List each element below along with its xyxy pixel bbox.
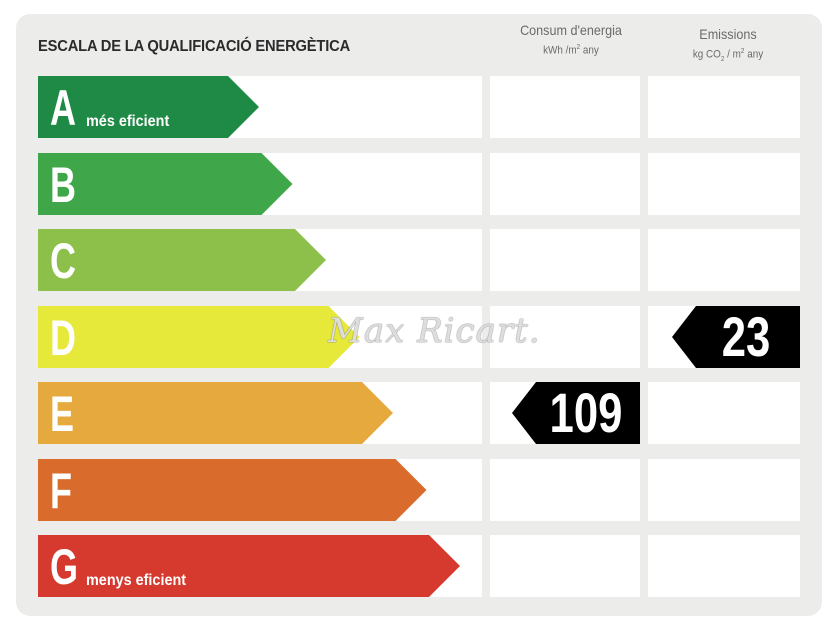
consumption-unit: kWh /m2 any bbox=[543, 44, 599, 57]
emissions-cell bbox=[648, 229, 800, 291]
rating-letter: E bbox=[50, 386, 75, 442]
rating-caption: més eficient bbox=[86, 113, 170, 130]
emissions-cell bbox=[648, 76, 800, 138]
rating-caption: menys eficient bbox=[86, 572, 187, 589]
rating-letter: F bbox=[50, 462, 72, 519]
rating-bar-c: C bbox=[38, 229, 326, 291]
consumption-label: Consum d'energia bbox=[520, 22, 622, 38]
emissions-unit: kg CO2 / m2 any bbox=[692, 48, 764, 63]
rating-letter: C bbox=[50, 233, 76, 289]
emissions-cell bbox=[648, 382, 800, 444]
rating-letter: G bbox=[50, 539, 79, 595]
label-title: ESCALA DE LA QUALIFICACIÓ ENERGÈTICA bbox=[38, 38, 351, 55]
consumption-cell bbox=[490, 152, 640, 215]
rating-bar-b: B bbox=[38, 152, 293, 215]
consumption-indicator-value: 109 bbox=[549, 381, 623, 444]
consumption-indicator: 109 bbox=[512, 382, 640, 444]
rating-bar-f: F bbox=[38, 458, 427, 521]
emissions-label: Emissions bbox=[699, 26, 757, 42]
consumption-cell bbox=[490, 229, 640, 291]
emissions-cell bbox=[648, 535, 800, 597]
energy-label-card: ESCALA DE LA QUALIFICACIÓ ENERGÈTICA Con… bbox=[16, 14, 822, 616]
rating-letter: A bbox=[50, 80, 76, 136]
consumption-cell bbox=[490, 305, 640, 368]
emissions-cell: 23 bbox=[648, 304, 800, 368]
consumption-cell bbox=[490, 76, 640, 138]
rating-bar-d: D bbox=[38, 305, 360, 368]
rating-letter: D bbox=[50, 309, 76, 366]
consumption-cell bbox=[490, 535, 640, 597]
rating-letter: B bbox=[50, 156, 76, 213]
rating-bar-e: E bbox=[38, 382, 393, 444]
emissions-cell bbox=[648, 152, 800, 215]
emissions-cell bbox=[648, 458, 800, 521]
emissions-indicator-value: 23 bbox=[721, 304, 771, 368]
consumption-column-header: Consum d'energia kWh /m2 any bbox=[486, 22, 656, 57]
consumption-cell bbox=[490, 458, 640, 521]
consumption-cell: 109 bbox=[490, 382, 640, 444]
emissions-column-header: Emissions kg CO2 / m2 any bbox=[648, 26, 808, 63]
emissions-indicator: 23 bbox=[672, 304, 800, 368]
watermark: Max Ricart. bbox=[328, 311, 541, 351]
